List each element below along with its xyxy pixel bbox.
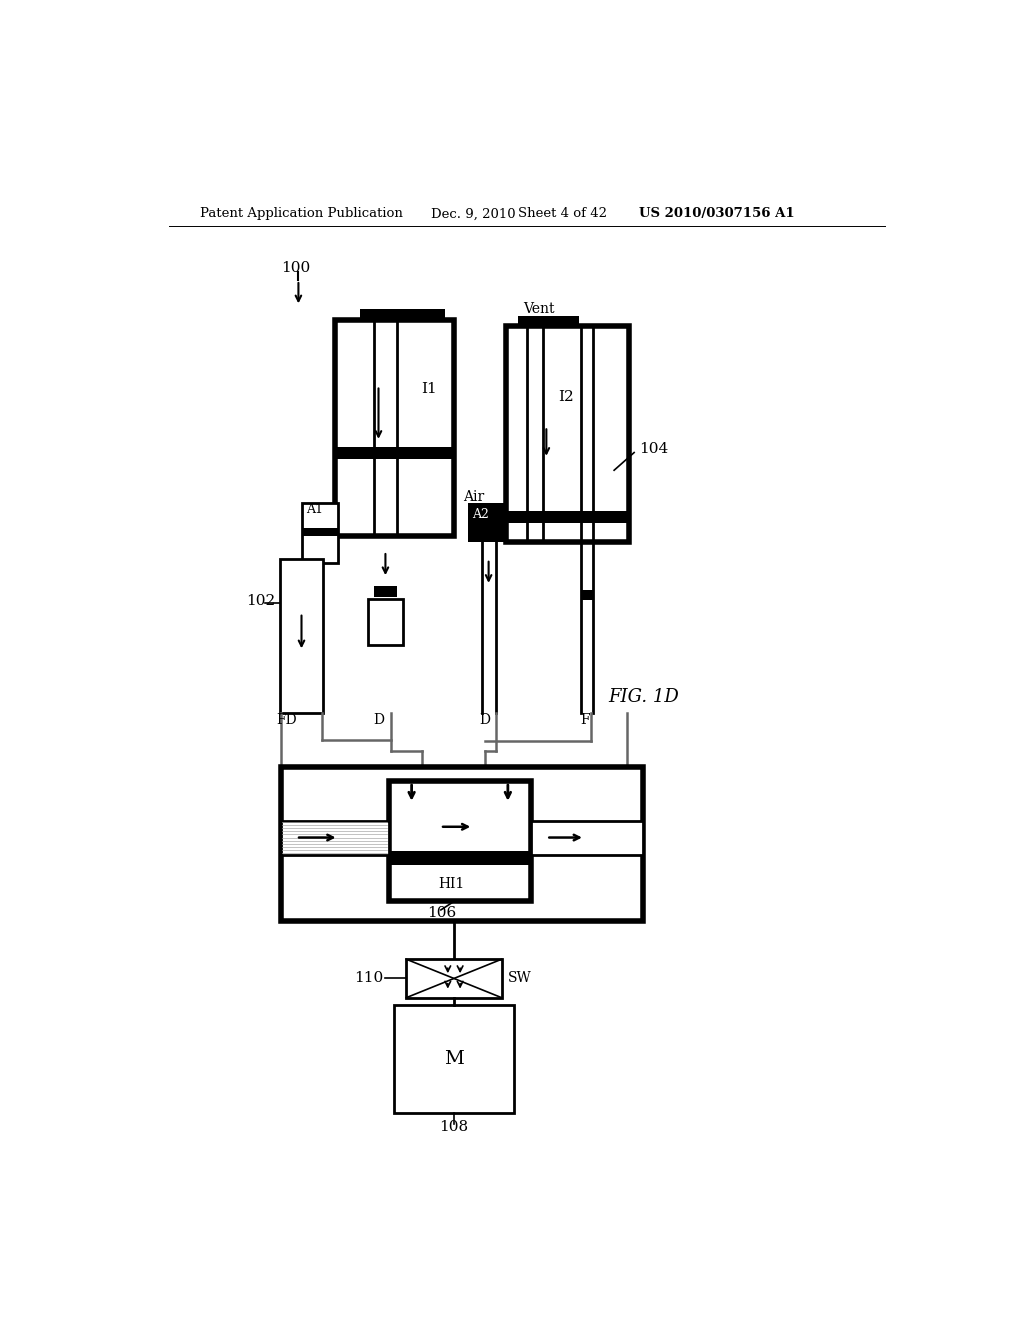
Text: F: F bbox=[580, 714, 590, 727]
Text: FIG. 1D: FIG. 1D bbox=[608, 689, 679, 706]
Text: 102: 102 bbox=[246, 594, 275, 609]
Bar bbox=[374, 586, 397, 597]
Bar bbox=[407, 960, 502, 998]
Text: 100: 100 bbox=[281, 261, 310, 275]
Bar bbox=[280, 558, 323, 713]
Bar bbox=[506, 511, 629, 524]
Text: A2: A2 bbox=[472, 508, 489, 521]
Text: D: D bbox=[479, 714, 490, 727]
Text: I1: I1 bbox=[422, 383, 437, 396]
Text: SW: SW bbox=[508, 972, 531, 986]
Bar bbox=[301, 528, 339, 536]
Bar bbox=[518, 317, 580, 326]
Bar bbox=[581, 590, 594, 601]
Bar bbox=[468, 503, 506, 543]
Text: Patent Application Publication: Patent Application Publication bbox=[200, 207, 402, 220]
Bar bbox=[335, 321, 454, 536]
Text: I2: I2 bbox=[558, 391, 573, 404]
Bar bbox=[281, 767, 643, 921]
Text: A1: A1 bbox=[306, 503, 324, 516]
Bar bbox=[360, 309, 444, 318]
Text: Dec. 9, 2010: Dec. 9, 2010 bbox=[431, 207, 515, 220]
Text: HI1: HI1 bbox=[438, 876, 465, 891]
Text: 106: 106 bbox=[427, 906, 457, 920]
Text: 104: 104 bbox=[639, 442, 668, 457]
Bar bbox=[506, 326, 629, 543]
Bar bbox=[388, 780, 531, 902]
Text: US 2010/0307156 A1: US 2010/0307156 A1 bbox=[639, 207, 795, 220]
Bar bbox=[394, 1006, 514, 1113]
Bar bbox=[388, 851, 531, 866]
Bar bbox=[301, 503, 339, 564]
Text: Air: Air bbox=[463, 490, 484, 504]
Bar bbox=[531, 821, 643, 855]
Text: Vent: Vent bbox=[523, 301, 555, 315]
Text: 110: 110 bbox=[354, 972, 383, 986]
Bar bbox=[335, 447, 454, 459]
Bar bbox=[368, 599, 403, 645]
Text: D: D bbox=[373, 714, 384, 727]
Text: Sheet 4 of 42: Sheet 4 of 42 bbox=[518, 207, 607, 220]
Text: FD: FD bbox=[275, 714, 296, 727]
Text: M: M bbox=[444, 1051, 464, 1068]
Bar bbox=[281, 821, 388, 855]
Text: 108: 108 bbox=[439, 1121, 469, 1134]
